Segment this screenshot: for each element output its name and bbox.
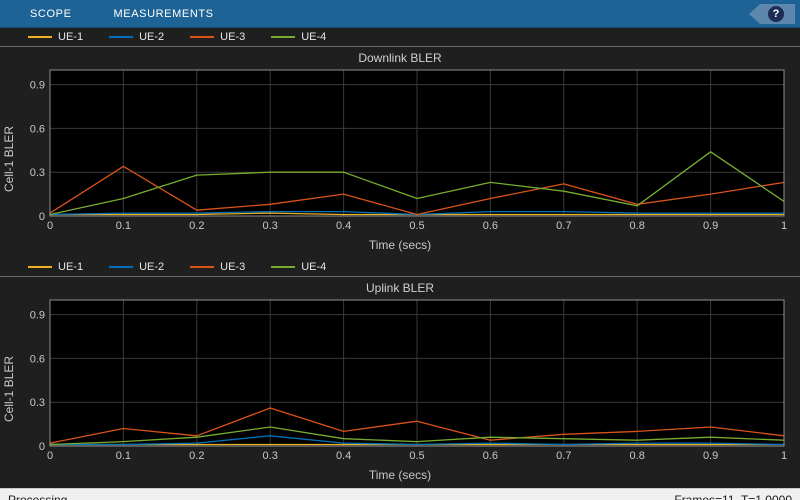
legend-line-swatch: [28, 36, 52, 38]
legend-label: UE-4: [301, 261, 327, 273]
legend-item-ue-1[interactable]: UE-1: [28, 261, 83, 273]
legend-label: UE-1: [58, 31, 84, 43]
legend-line-swatch: [271, 266, 296, 268]
legend-line-swatch: [190, 266, 215, 268]
svg-text:0.2: 0.2: [189, 220, 204, 232]
legend-item-ue-4[interactable]: UE-4: [271, 261, 326, 273]
help-icon: ?: [768, 6, 784, 22]
svg-text:0.1: 0.1: [116, 220, 131, 232]
legend-label: UE-2: [139, 261, 165, 273]
svg-text:0.6: 0.6: [30, 123, 45, 135]
svg-text:1: 1: [781, 450, 787, 462]
legend-item-ue-2[interactable]: UE-2: [109, 31, 164, 43]
legend-label: UE-1: [58, 261, 84, 273]
tab-scope[interactable]: SCOPE: [30, 7, 72, 20]
svg-text:0.4: 0.4: [336, 450, 351, 462]
uplink-chart-block: UE-1 UE-2 UE-3 UE-4 Uplink BLER Cell-1 BLER…: [0, 258, 800, 488]
downlink-chart-title: Downlink BLER: [358, 51, 442, 65]
svg-text:0.9: 0.9: [30, 310, 45, 322]
svg-text:0.7: 0.7: [556, 220, 571, 232]
svg-text:0.2: 0.2: [189, 450, 204, 462]
downlink-xlabel: Time (secs): [368, 238, 432, 252]
legend-line-swatch: [109, 266, 134, 268]
legend-item-ue-1[interactable]: UE-1: [28, 31, 83, 43]
downlink-ylabel: Cell-1 BLER: [2, 125, 16, 192]
downlink-chart-row: Cell-1 BLER 0 0.1 0.2 0.3 0.4 0.5 0.6 0.7 0.8 0.9…: [0, 65, 800, 238]
legend-label: UE-3: [220, 261, 246, 273]
svg-text:0: 0: [39, 211, 45, 223]
svg-text:0: 0: [47, 450, 53, 462]
svg-text:0.6: 0.6: [30, 353, 45, 365]
svg-text:0.6: 0.6: [483, 220, 498, 232]
tab-measurements[interactable]: MEASUREMENTS: [113, 7, 214, 20]
svg-text:0.7: 0.7: [556, 450, 571, 462]
svg-text:0.9: 0.9: [30, 80, 45, 92]
legend-line-swatch: [271, 36, 296, 38]
svg-text:0: 0: [47, 220, 53, 232]
svg-text:0.9: 0.9: [703, 220, 718, 232]
legend-line-swatch: [190, 36, 215, 38]
legend-line-swatch: [109, 36, 134, 38]
svg-text:0.3: 0.3: [30, 397, 45, 409]
svg-text:0.4: 0.4: [336, 220, 351, 232]
svg-text:0.3: 0.3: [263, 220, 278, 232]
legend-label: UE-2: [139, 31, 165, 43]
help-button[interactable]: ?: [749, 4, 795, 24]
svg-text:0.6: 0.6: [483, 450, 498, 462]
legend-item-ue-4[interactable]: UE-4: [271, 31, 326, 43]
svg-text:1: 1: [781, 220, 787, 232]
uplink-ylabel: Cell-1 BLER: [2, 355, 16, 422]
legend-item-ue-2[interactable]: UE-2: [109, 261, 164, 273]
uplink-chart-row: Cell-1 BLER 0 0.1 0.2 0.3 0.4 0.5 0.6 0.7 0.8 0.9…: [0, 295, 800, 468]
svg-text:0.5: 0.5: [409, 220, 424, 232]
svg-text:0.1: 0.1: [116, 450, 131, 462]
uplink-xlabel: Time (secs): [368, 468, 432, 482]
svg-text:0.8: 0.8: [630, 450, 645, 462]
uplink-legend: UE-1 UE-2 UE-3 UE-4: [0, 258, 800, 277]
toolbar: SCOPE MEASUREMENTS ?: [0, 0, 800, 28]
legend-label: UE-4: [301, 31, 327, 43]
svg-text:0.3: 0.3: [263, 450, 278, 462]
svg-text:0.5: 0.5: [409, 450, 424, 462]
downlink-chart-block: UE-1 UE-2 UE-3 UE-4 Downlink BLER Cell-1 BL…: [0, 28, 800, 258]
uplink-chart-title: Uplink BLER: [365, 281, 435, 295]
status-processing: Processing: [8, 492, 68, 500]
svg-text:0: 0: [39, 441, 45, 453]
legend-item-ue-3[interactable]: UE-3: [190, 31, 245, 43]
status-bar: Processing Frames=11 T=1.0000: [0, 488, 800, 500]
legend-line-swatch: [28, 266, 52, 268]
legend-label: UE-3: [220, 31, 246, 43]
legend-item-ue-3[interactable]: UE-3: [190, 261, 245, 273]
downlink-legend: UE-1 UE-2 UE-3 UE-4: [0, 28, 800, 47]
svg-text:0.3: 0.3: [30, 167, 45, 179]
uplink-plot: 0 0.1 0.2 0.3 0.4 0.5 0.6 0.7 0.8 0.9 1 0 0.3 0.6 0.9: [18, 295, 794, 468]
downlink-plot: 0 0.1 0.2 0.3 0.4 0.5 0.6 0.7 0.8 0.9 1 0 0.3 0.6 0.9: [18, 65, 794, 238]
svg-text:0.9: 0.9: [703, 450, 718, 462]
svg-text:0.8: 0.8: [630, 220, 645, 232]
status-frames: Frames=11 T=1.0000: [674, 492, 792, 500]
scope-content: UE-1 UE-2 UE-3 UE-4 Downlink BLER Cell-1 BL…: [0, 28, 800, 488]
